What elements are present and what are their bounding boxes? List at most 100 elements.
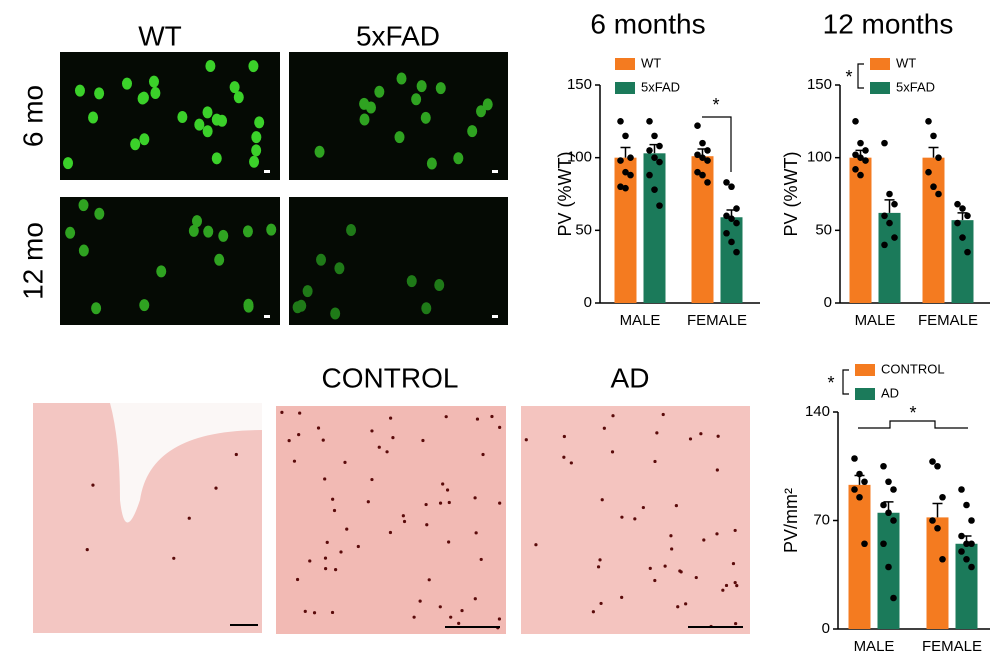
cell — [653, 578, 657, 583]
cell — [385, 450, 389, 454]
cell — [346, 223, 357, 236]
data-point — [963, 555, 970, 563]
data-point — [930, 132, 937, 140]
data-point — [958, 486, 965, 493]
cell — [591, 610, 595, 614]
data-point — [963, 540, 970, 548]
cell — [441, 482, 445, 486]
cell — [416, 80, 427, 93]
row-label: 6 mo — [17, 85, 48, 147]
row-label: 12 mo — [17, 222, 48, 300]
cell — [343, 460, 347, 464]
bar — [720, 217, 743, 303]
cell — [370, 477, 374, 482]
cell — [325, 540, 329, 544]
cell — [524, 438, 528, 442]
data-point — [852, 151, 859, 159]
cell — [599, 601, 603, 606]
column-label: 5xFAD — [356, 20, 440, 51]
error-bar — [884, 199, 895, 213]
bar — [643, 153, 666, 303]
data-point — [939, 555, 946, 563]
data-point — [627, 154, 634, 161]
cell — [359, 113, 370, 126]
data-point — [925, 168, 932, 176]
data-point — [890, 517, 897, 524]
error-bar — [620, 146, 631, 158]
x-tick-label: FEMALE — [918, 312, 978, 329]
data-point — [861, 478, 868, 486]
cell — [192, 215, 203, 228]
data-point — [963, 501, 970, 509]
cell — [449, 615, 453, 619]
cell — [359, 97, 370, 110]
cell — [218, 229, 229, 242]
cell — [610, 450, 615, 454]
cell — [481, 452, 485, 457]
scale-bar — [264, 315, 270, 318]
data-point — [890, 486, 897, 493]
data-point — [852, 165, 859, 173]
cell — [214, 253, 225, 266]
data-point — [733, 219, 740, 227]
data-point — [622, 132, 629, 140]
cell — [205, 60, 216, 73]
cell — [655, 431, 659, 435]
cell — [453, 152, 464, 165]
data-point — [856, 470, 863, 478]
data-point — [723, 179, 730, 186]
data-point — [935, 190, 942, 198]
cell — [688, 437, 693, 441]
cell — [137, 92, 148, 105]
legend-swatch — [615, 58, 635, 70]
cell — [434, 278, 445, 291]
cell — [724, 583, 729, 588]
cell — [694, 575, 698, 580]
data-point — [851, 486, 858, 493]
cell — [620, 515, 624, 519]
cell — [426, 157, 437, 170]
y-axis-label: PV (%WT) — [555, 152, 575, 237]
cell — [233, 91, 244, 104]
cell — [715, 468, 719, 472]
cell — [331, 497, 335, 501]
image-control — [276, 406, 506, 634]
cell — [94, 87, 105, 100]
cell — [302, 285, 313, 298]
data-point — [728, 183, 735, 191]
cell — [91, 483, 95, 487]
cell — [394, 131, 405, 144]
cell — [366, 500, 370, 504]
data-point — [728, 238, 735, 246]
data-point — [958, 532, 965, 540]
cell — [330, 307, 341, 320]
data-point — [617, 183, 624, 191]
cell — [445, 488, 450, 492]
data-point — [651, 154, 658, 161]
cell — [321, 438, 325, 442]
cell — [202, 125, 213, 138]
data-point — [959, 205, 966, 212]
cell — [295, 577, 300, 582]
bar — [848, 484, 871, 629]
x-tick-label: FEMALE — [687, 312, 747, 329]
data-point — [704, 157, 711, 164]
legend-label: AD — [881, 385, 899, 400]
x-tick-label: MALE — [855, 312, 896, 329]
cell — [242, 225, 253, 238]
cell — [377, 445, 381, 449]
cell — [172, 556, 176, 560]
data-point — [694, 151, 701, 159]
cell — [600, 498, 604, 502]
legend-label: 5xFAD — [896, 79, 935, 94]
cell — [194, 118, 205, 131]
legend-label: CONTROL — [881, 361, 945, 376]
cell — [254, 116, 265, 129]
annotation: * — [909, 403, 916, 423]
legend-label: 5xFAD — [641, 79, 680, 94]
cell — [65, 226, 76, 239]
cell — [425, 523, 429, 527]
y-tick-label: 100 — [567, 149, 592, 166]
cell — [669, 534, 673, 538]
cell — [345, 527, 349, 531]
